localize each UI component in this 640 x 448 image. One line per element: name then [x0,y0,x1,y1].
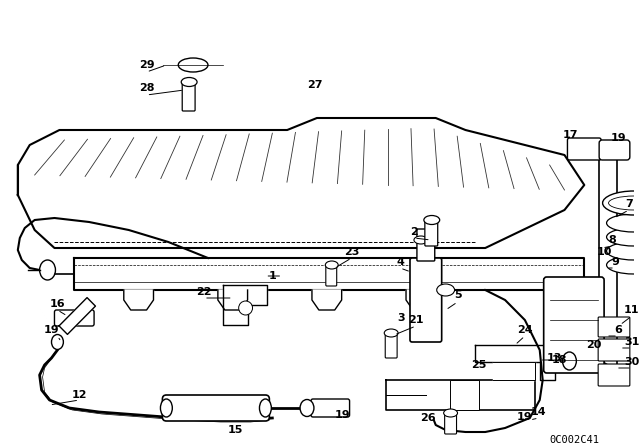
FancyBboxPatch shape [572,353,604,369]
Text: 19: 19 [611,133,627,143]
Ellipse shape [300,400,314,417]
Polygon shape [18,118,584,248]
Text: 8: 8 [608,235,616,245]
FancyBboxPatch shape [445,412,456,434]
Text: 22: 22 [196,287,212,297]
Text: 29: 29 [139,60,154,70]
Ellipse shape [444,409,458,417]
Text: 23: 23 [344,247,359,257]
Polygon shape [223,285,268,325]
Text: 30: 30 [624,357,639,367]
Ellipse shape [424,215,440,224]
Polygon shape [312,290,342,310]
Text: 12: 12 [72,390,87,400]
Polygon shape [493,362,535,380]
Text: 26: 26 [420,413,436,423]
Polygon shape [59,297,95,334]
Ellipse shape [607,256,640,274]
FancyBboxPatch shape [311,399,349,417]
Polygon shape [476,345,555,380]
Text: 2: 2 [410,227,418,237]
Text: 15: 15 [228,425,243,435]
Text: 16: 16 [50,299,65,309]
Ellipse shape [239,301,253,315]
FancyBboxPatch shape [417,229,435,261]
Text: 31: 31 [624,337,639,347]
Text: 6: 6 [614,325,622,335]
Ellipse shape [179,58,208,72]
FancyBboxPatch shape [598,317,630,337]
Ellipse shape [607,214,640,232]
Text: 19: 19 [44,325,60,335]
Text: 10: 10 [596,247,612,257]
Text: 28: 28 [139,83,154,93]
FancyBboxPatch shape [450,380,479,410]
Text: 25: 25 [472,360,487,370]
Polygon shape [218,290,248,310]
Text: 27: 27 [307,80,323,90]
Ellipse shape [563,352,577,370]
Text: 4: 4 [396,257,404,267]
FancyBboxPatch shape [163,395,269,421]
FancyBboxPatch shape [568,138,601,160]
Text: 3: 3 [397,313,405,323]
Text: 19: 19 [517,412,532,422]
FancyBboxPatch shape [326,264,337,286]
FancyBboxPatch shape [410,258,442,342]
Text: 9: 9 [611,257,619,267]
Text: 24: 24 [517,325,532,335]
Ellipse shape [607,242,640,260]
Polygon shape [124,290,154,310]
Text: 21: 21 [408,315,424,325]
FancyBboxPatch shape [54,310,94,326]
Text: 1: 1 [268,271,276,281]
Polygon shape [74,258,584,290]
FancyBboxPatch shape [385,334,397,358]
Ellipse shape [609,196,640,210]
FancyBboxPatch shape [599,140,630,160]
Text: 11: 11 [624,305,639,315]
FancyBboxPatch shape [598,339,630,361]
FancyBboxPatch shape [599,150,617,380]
Text: 0C002C41: 0C002C41 [549,435,600,445]
Text: 5: 5 [454,290,461,300]
Text: 17: 17 [563,130,578,140]
Text: 19: 19 [335,410,351,420]
Ellipse shape [384,329,398,337]
Text: 7: 7 [625,199,633,209]
Ellipse shape [40,260,56,280]
FancyBboxPatch shape [425,219,438,246]
Ellipse shape [414,236,428,244]
Ellipse shape [638,175,640,185]
Polygon shape [386,380,535,410]
Ellipse shape [259,399,271,417]
Ellipse shape [161,399,172,417]
FancyBboxPatch shape [182,81,195,111]
Ellipse shape [436,284,454,296]
Ellipse shape [51,335,63,349]
Text: 20: 20 [586,340,602,350]
Text: 18: 18 [552,355,567,365]
Ellipse shape [325,261,338,269]
FancyBboxPatch shape [598,364,630,386]
Ellipse shape [603,191,640,215]
Text: 13: 13 [547,353,563,363]
Ellipse shape [181,78,197,86]
FancyBboxPatch shape [544,277,604,373]
Text: 14: 14 [531,407,547,417]
Polygon shape [406,290,436,310]
Ellipse shape [607,228,640,246]
